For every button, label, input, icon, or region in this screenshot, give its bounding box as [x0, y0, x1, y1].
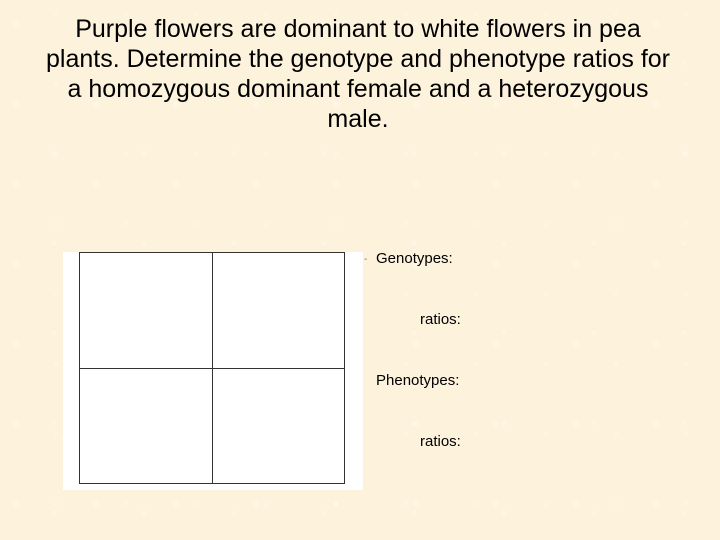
punnett-square-grid [79, 252, 345, 484]
labels-area: Genotypes: ratios: Phenotypes: ratios: [376, 250, 461, 450]
punnett-square-container [63, 252, 363, 490]
phenotypes-label: Phenotypes: [376, 372, 461, 389]
ratios-label-2: ratios: [420, 433, 461, 450]
problem-statement: Purple flowers are dominant to white flo… [0, 0, 720, 134]
genotypes-label: Genotypes: [376, 250, 461, 267]
dash-mark: - [364, 254, 367, 265]
punnett-horizontal-divider [80, 368, 344, 369]
ratios-label-1: ratios: [420, 311, 461, 328]
